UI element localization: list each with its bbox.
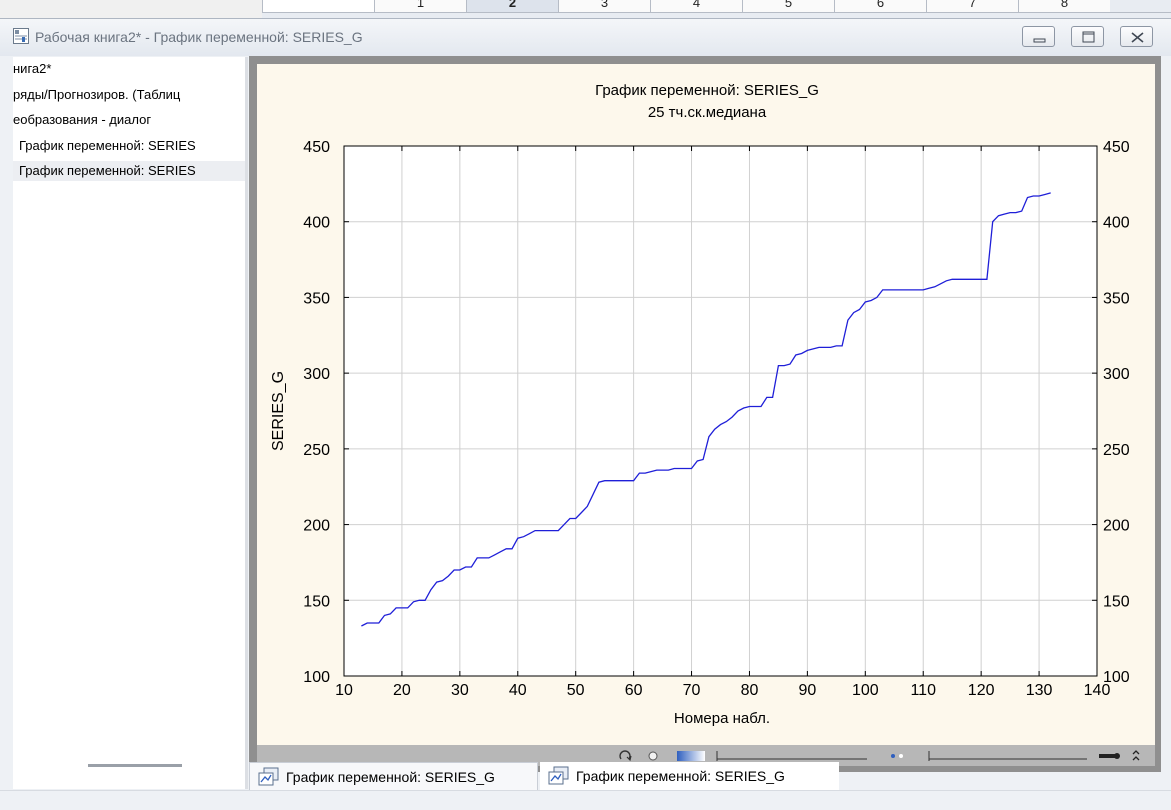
x-tick-label: 10 xyxy=(335,682,353,699)
x-tick-label: 90 xyxy=(798,682,816,699)
tree-item[interactable]: нига2* xyxy=(13,61,52,76)
y-tick-label: 250 xyxy=(303,442,330,459)
y-tick-label: 400 xyxy=(303,215,330,232)
window-bottom-frame xyxy=(0,790,1171,810)
spreadsheet-column-header[interactable]: 4 xyxy=(650,0,742,12)
chevron-up-icon[interactable] xyxy=(1132,750,1140,761)
restore-button[interactable] xyxy=(1071,26,1104,47)
spreadsheet-column-header[interactable]: 3 xyxy=(558,0,650,12)
graph-document-icon xyxy=(258,767,279,786)
y-tick-label: 450 xyxy=(303,139,330,156)
key-icon[interactable] xyxy=(1099,753,1120,759)
x-tick-label: 20 xyxy=(393,682,411,699)
y-tick-label-right: 250 xyxy=(1103,442,1130,459)
chart-subtitle: 25 тч.ск.медиана xyxy=(648,104,767,121)
document-tab[interactable]: График переменной: SERIES_G xyxy=(540,762,839,790)
minimize-button[interactable] xyxy=(1022,26,1055,47)
graph-panel: 10 20 30 40 50 60 70 80 90 100 110 120 130 140 100 100 1… xyxy=(249,56,1161,772)
spreadsheet-column-header[interactable]: 7 xyxy=(926,0,1018,12)
y-tick-label: 150 xyxy=(303,593,330,610)
y-tick-label-right: 450 xyxy=(1103,139,1130,156)
workbook-tree: нига2* ряды/Прогнозиров. (Таблиц еобразова… xyxy=(13,57,245,789)
spreadsheet-column-header[interactable]: 1 xyxy=(374,0,466,12)
x-tick-label: 70 xyxy=(683,682,701,699)
y-tick-label-right: 300 xyxy=(1103,366,1130,383)
y-tick-label-right: 350 xyxy=(1103,290,1130,307)
minimize-icon xyxy=(1033,38,1046,43)
x-tick-label: 110 xyxy=(910,682,936,699)
document-tabs: График переменной: SERIES_G График переме… xyxy=(249,762,1161,790)
zoom-slider-1[interactable] xyxy=(716,751,867,761)
x-tick-label: 30 xyxy=(451,682,469,699)
spreadsheet-column-header[interactable]: 8 xyxy=(1018,0,1110,12)
graph-window: Рабочая книга2* - График переменной: SER… xyxy=(0,18,1171,810)
pane-splitter[interactable] xyxy=(245,57,248,789)
y-tick-label: 100 xyxy=(303,669,330,686)
spreadsheet-column-header[interactable]: 6 xyxy=(834,0,926,12)
y-tick-label-right: 150 xyxy=(1103,593,1130,610)
title-bar[interactable]: Рабочая книга2* - График переменной: SER… xyxy=(0,19,1171,56)
rotate-icon[interactable] xyxy=(619,750,632,762)
close-icon xyxy=(1131,32,1144,43)
x-tick-label: 120 xyxy=(968,682,995,699)
plot-frame xyxy=(343,145,1098,677)
tree-item[interactable]: ряды/Прогнозиров. (Таблиц xyxy=(13,86,181,102)
x-tick-label: 130 xyxy=(1026,682,1053,699)
x-tick-label: 100 xyxy=(852,682,879,699)
point-icon[interactable] xyxy=(648,751,658,761)
dots-indicator-icon xyxy=(891,754,903,758)
tab-label: График переменной: SERIES_G xyxy=(286,769,495,785)
y-tick-label-right: 200 xyxy=(1103,518,1130,535)
x-tick-label: 140 xyxy=(1084,682,1111,699)
tree-item[interactable]: еобразования - диалог xyxy=(13,112,152,127)
spreadsheet-corner xyxy=(0,0,262,18)
y-tick-label-right: 400 xyxy=(1103,215,1130,232)
tree-item[interactable]: График переменной: SERIES xyxy=(13,161,245,181)
plot-area xyxy=(344,146,1097,676)
gradient-icon[interactable] xyxy=(677,751,705,761)
tab-label: График переменной: SERIES_G xyxy=(576,768,785,784)
spreadsheet-column-header[interactable]: 2 xyxy=(466,0,558,12)
chart-area: 10 20 30 40 50 60 70 80 90 100 110 120 130 140 100 100 1… xyxy=(257,64,1155,745)
y-axis-label: SERIES_G xyxy=(270,371,287,451)
restore-icon xyxy=(1082,31,1095,43)
tree-item[interactable]: График переменной: SERIES xyxy=(19,137,196,153)
x-tick-label: 40 xyxy=(509,682,527,699)
workbook-icon xyxy=(13,28,29,44)
tree-horizontal-scrollbar[interactable] xyxy=(88,764,182,767)
y-tick-label: 200 xyxy=(303,518,330,535)
graph-document-icon xyxy=(548,766,569,785)
x-tick-label: 50 xyxy=(567,682,585,699)
window-title: Рабочая книга2* - График переменной: SER… xyxy=(35,29,363,45)
x-tick-label: 60 xyxy=(625,682,643,699)
zoom-slider-2[interactable] xyxy=(928,751,1087,761)
x-tick-label: 80 xyxy=(741,682,759,699)
y-tick-label: 300 xyxy=(303,366,330,383)
document-tab[interactable]: График переменной: SERIES_G xyxy=(249,762,538,790)
y-tick-label-right: 100 xyxy=(1103,669,1130,686)
y-tick-label: 350 xyxy=(303,290,330,307)
spreadsheet-column-header[interactable]: 5 xyxy=(742,0,834,12)
x-axis-label: Номера набл. xyxy=(674,710,770,727)
chart-title: График переменной: SERIES_G xyxy=(595,82,819,99)
spreadsheet-column-header[interactable] xyxy=(262,0,374,12)
series-line xyxy=(361,192,1051,627)
close-button[interactable] xyxy=(1120,26,1153,47)
graph-toolbar xyxy=(257,745,1155,766)
